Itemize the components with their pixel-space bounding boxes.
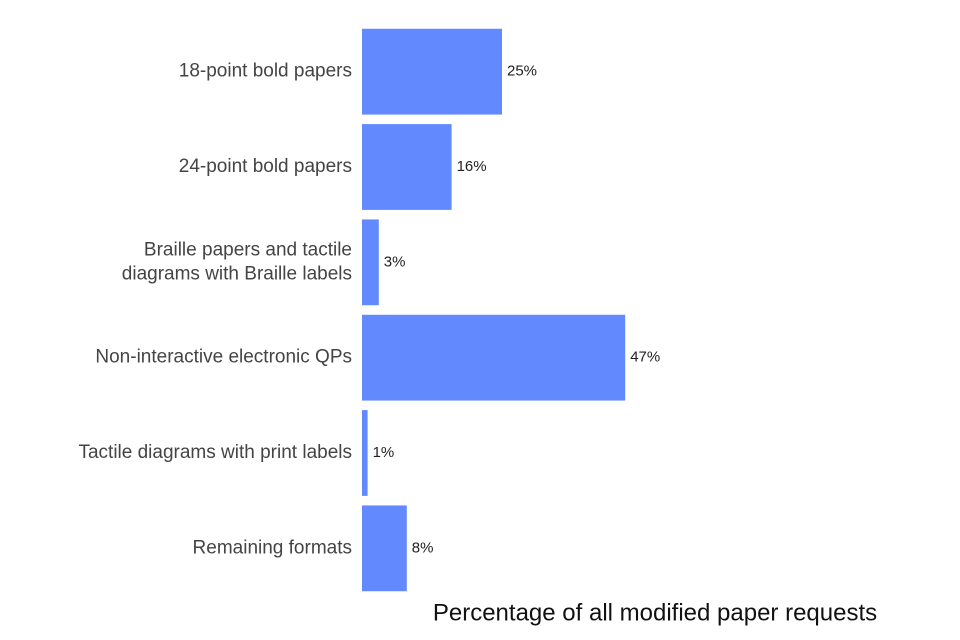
y-tick-label: 18-point bold papers: [179, 61, 352, 82]
bar: [362, 124, 452, 210]
y-tick-label: 24-point bold papers: [179, 156, 352, 177]
value-label: 1%: [373, 444, 395, 461]
value-label: 47%: [630, 349, 660, 366]
bar: [362, 410, 368, 496]
x-axis-label: Percentage of all modified paper request…: [433, 599, 877, 626]
value-label: 25%: [507, 63, 537, 80]
y-tick-label: Braille papers and tactile diagrams with …: [122, 239, 352, 284]
bar: [362, 314, 626, 401]
y-tick-label: Remaining formats: [193, 537, 352, 558]
y-tick-label: Non-interactive electronic QPs: [95, 347, 352, 368]
bar: [362, 28, 502, 115]
value-label: 8%: [412, 539, 434, 556]
y-tick-label: Tactile diagrams with print labels: [78, 442, 352, 463]
value-label: 16%: [457, 158, 487, 175]
value-label: 3%: [384, 253, 406, 270]
bar: [362, 219, 379, 306]
bar: [362, 505, 407, 592]
